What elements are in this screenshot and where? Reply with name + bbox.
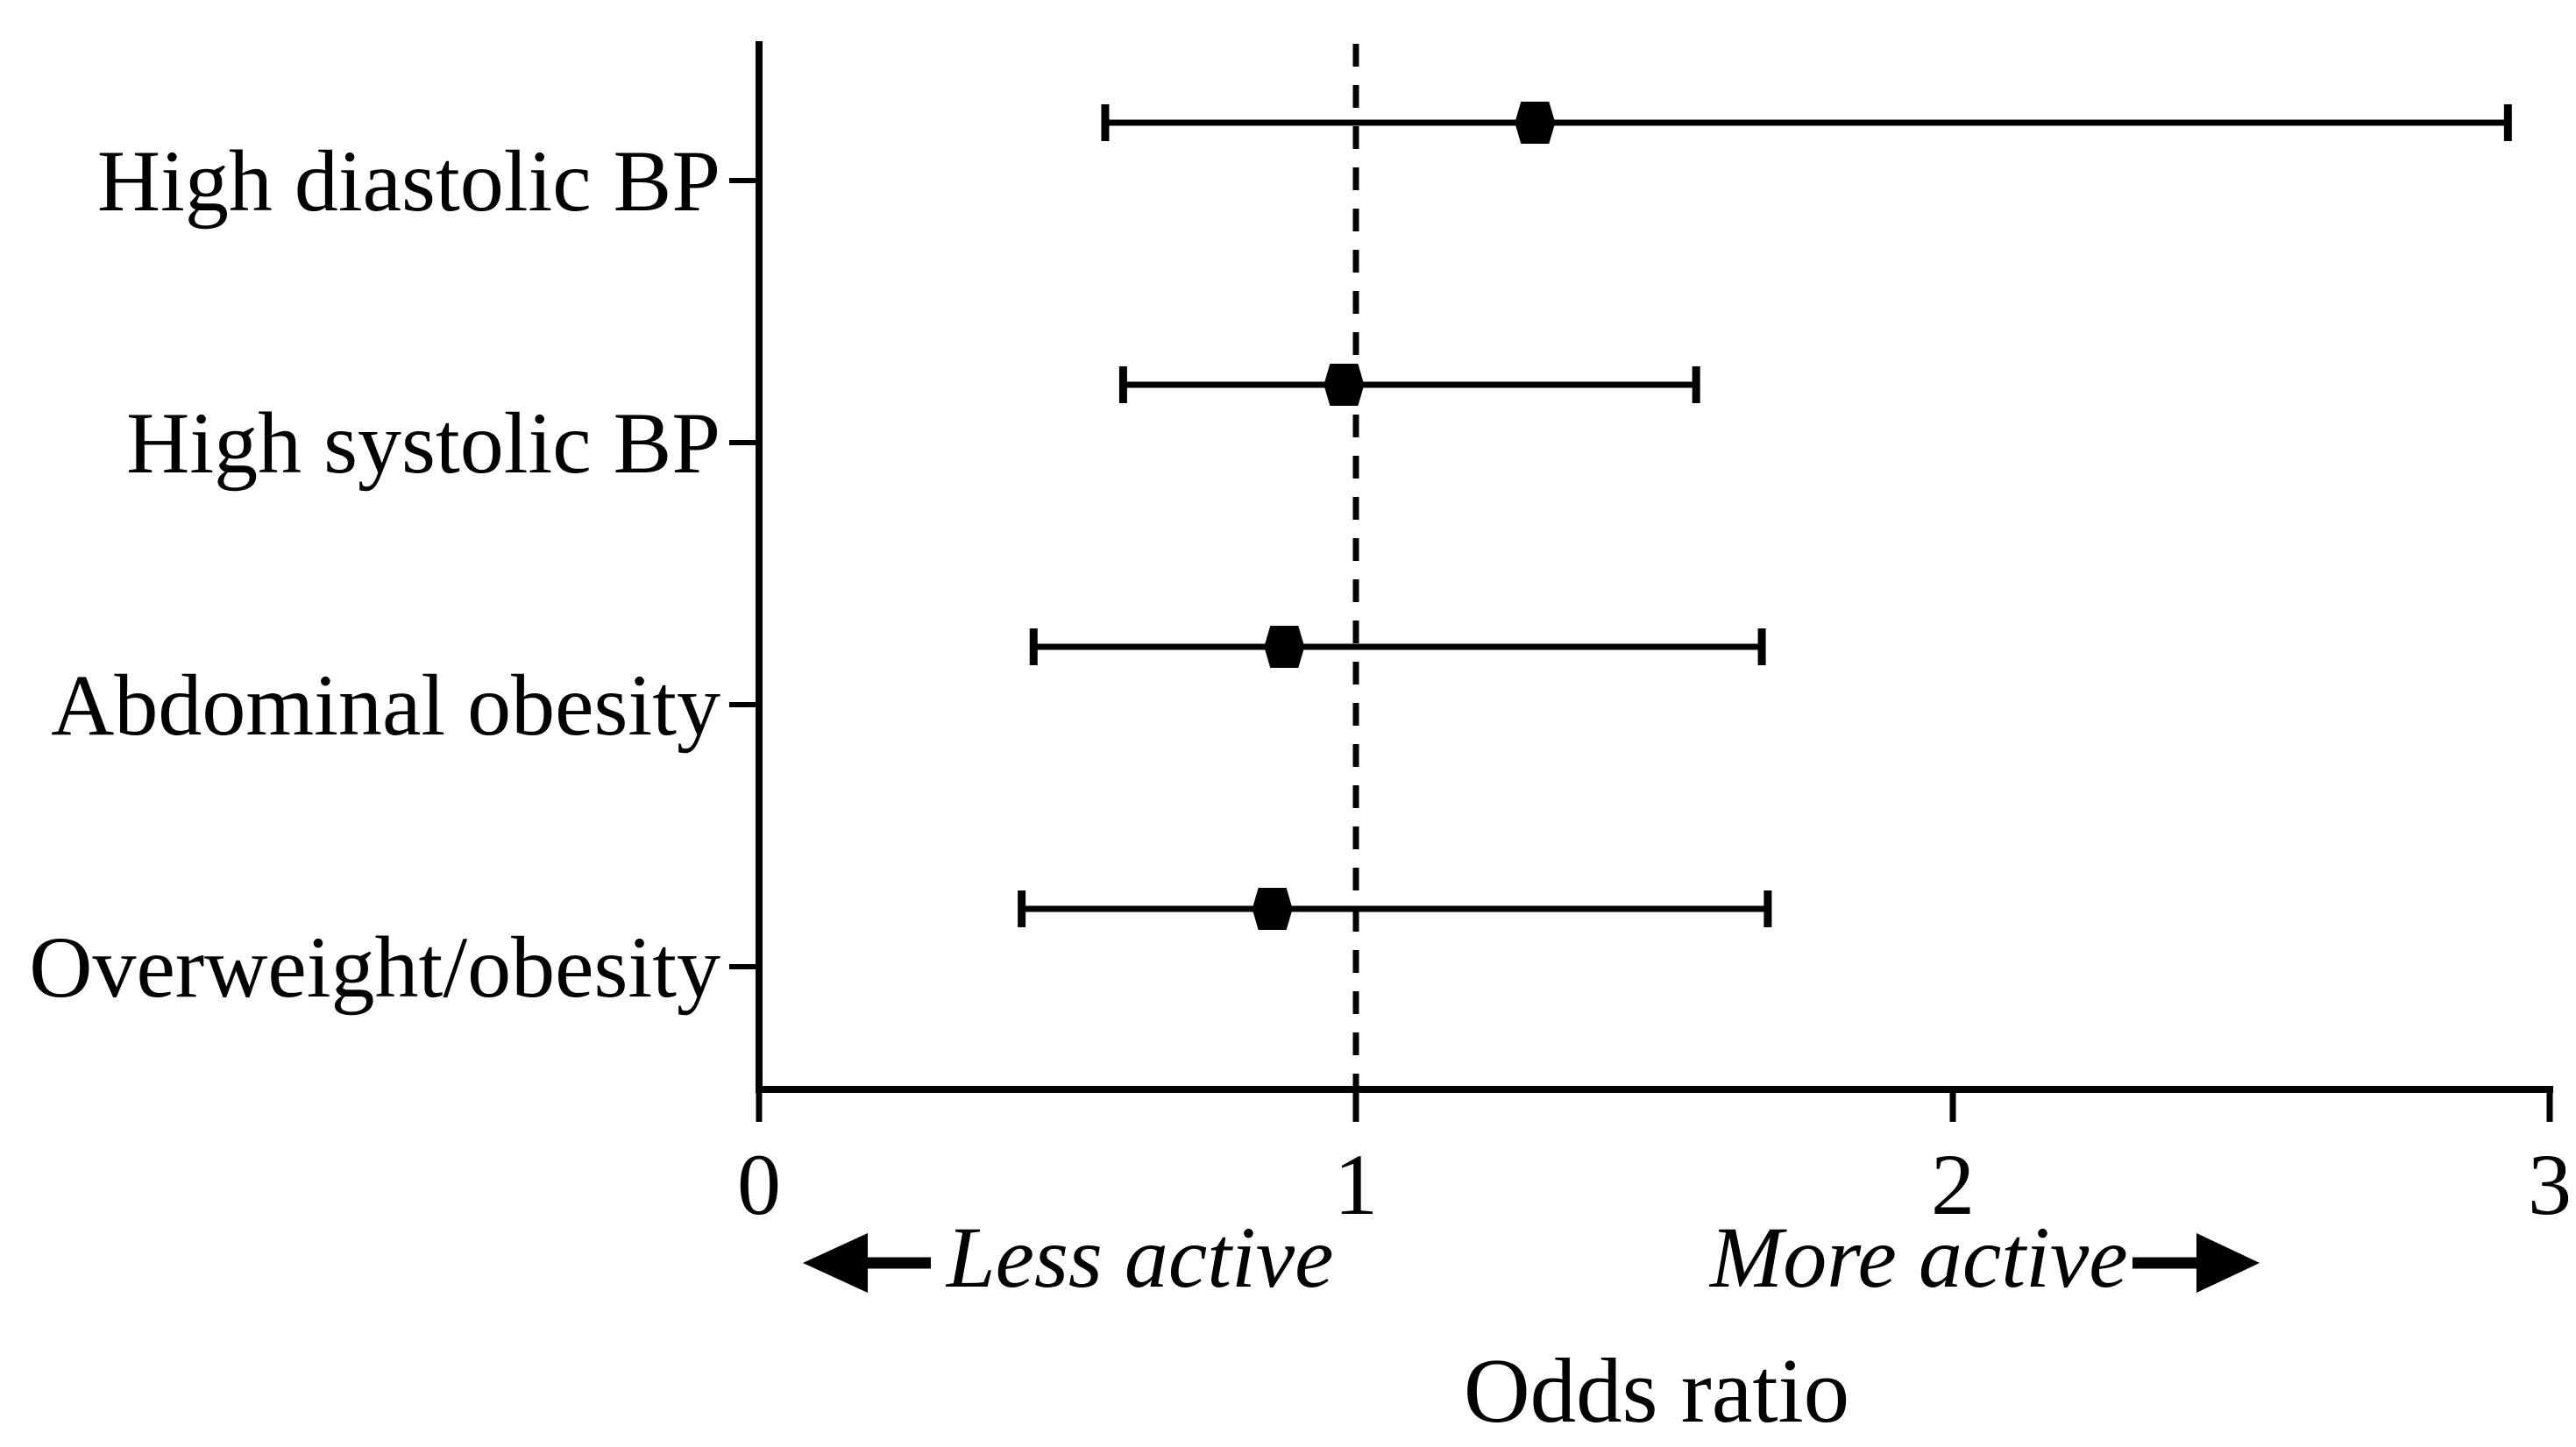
- x-tick-label: 1: [1334, 1136, 1378, 1233]
- or-marker-hexagon: [1515, 102, 1556, 144]
- x-axis-title: Odds ratio: [1464, 1339, 1849, 1442]
- x-tick-label: 0: [737, 1136, 781, 1233]
- or-marker-hexagon: [1252, 888, 1293, 930]
- category-label: High diastolic BP: [97, 132, 720, 230]
- category-label: Abdominal obesity: [51, 656, 720, 754]
- less-active-label: Less active: [945, 1209, 1334, 1306]
- or-marker-hexagon: [1264, 626, 1305, 668]
- x-tick-label: 2: [1931, 1136, 1975, 1233]
- less-active-arrow-head: [803, 1233, 868, 1293]
- category-label: High systolic BP: [126, 394, 720, 492]
- more-active-label: More active: [1708, 1209, 2128, 1306]
- x-tick-label: 3: [2528, 1136, 2572, 1233]
- or-marker-hexagon: [1323, 364, 1365, 406]
- category-label: Overweight/obesity: [29, 919, 720, 1016]
- more-active-arrow-head: [2196, 1233, 2260, 1293]
